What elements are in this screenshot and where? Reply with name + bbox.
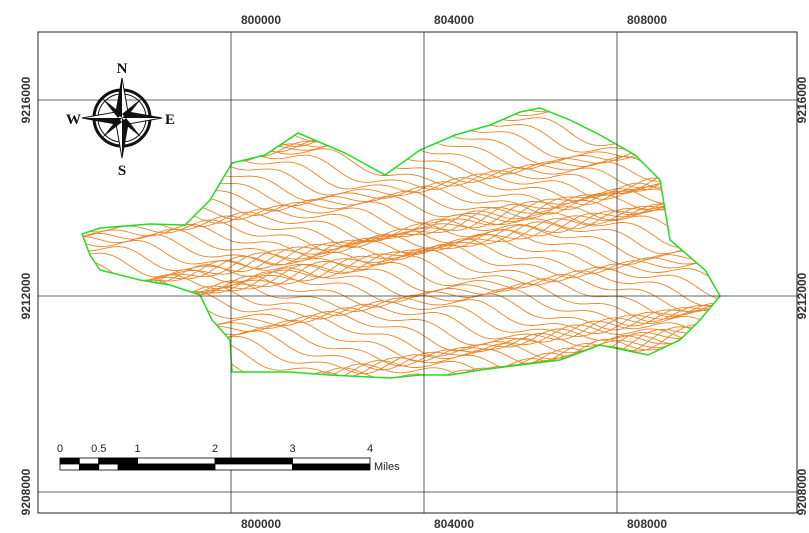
scale-label: 0.5 [91, 443, 106, 455]
scale-segment [79, 464, 98, 470]
scale-segment [138, 458, 216, 464]
scale-segment [118, 464, 137, 470]
map: 800000 800000 804000 804000 808000 808000 9216… [0, 0, 809, 533]
scale-segment [138, 464, 216, 470]
x-coord-label-top: 804000 [434, 13, 474, 27]
contour [70, 162, 730, 214]
contour [70, 127, 730, 169]
x-coord-label-top: 800000 [241, 13, 281, 27]
compass-east: E [165, 112, 175, 128]
contour [70, 198, 730, 252]
scale-unit: Miles [374, 461, 400, 473]
north-arrow: N S E W [66, 61, 175, 179]
scale-segment [79, 458, 98, 464]
y-coord-label-right: 9216000 [795, 76, 809, 123]
scale-segment [99, 458, 138, 464]
contour [70, 314, 730, 361]
contour [70, 265, 730, 317]
scale-segment [99, 464, 118, 470]
scale-segment [215, 464, 293, 470]
compass-west: W [66, 112, 81, 128]
scale-segment [60, 464, 79, 470]
scale-segment [293, 458, 371, 464]
x-coord-label-bottom: 804000 [434, 517, 474, 531]
y-coord-label-left: 9208000 [19, 468, 33, 515]
scale-label: 0 [57, 443, 63, 455]
scale-segment [293, 464, 371, 470]
contour [70, 181, 730, 229]
contour [70, 324, 730, 366]
scale-segment [60, 458, 79, 464]
contour [70, 204, 730, 257]
contour [70, 123, 730, 166]
contour [70, 276, 730, 330]
scale-label: 3 [289, 443, 295, 455]
scale-label: 4 [367, 443, 373, 455]
x-coord-label-bottom: 808000 [627, 517, 667, 531]
y-coord-label-right: 9212000 [795, 272, 809, 319]
compass-north: N [117, 61, 128, 77]
scale-segment [215, 458, 293, 464]
y-coord-label-left: 9216000 [19, 76, 33, 123]
y-coord-label-left: 9212000 [19, 272, 33, 319]
x-coord-label-bottom: 800000 [241, 517, 281, 531]
scale-label: 1 [134, 443, 140, 455]
contour [70, 324, 730, 370]
x-coord-label-top: 808000 [627, 13, 667, 27]
compass-south: S [118, 163, 126, 179]
contour [70, 155, 730, 205]
contour [70, 193, 730, 247]
contour-lines [70, 89, 730, 404]
y-coord-label-right: 9208000 [795, 468, 809, 515]
scale-label: 2 [212, 443, 218, 455]
